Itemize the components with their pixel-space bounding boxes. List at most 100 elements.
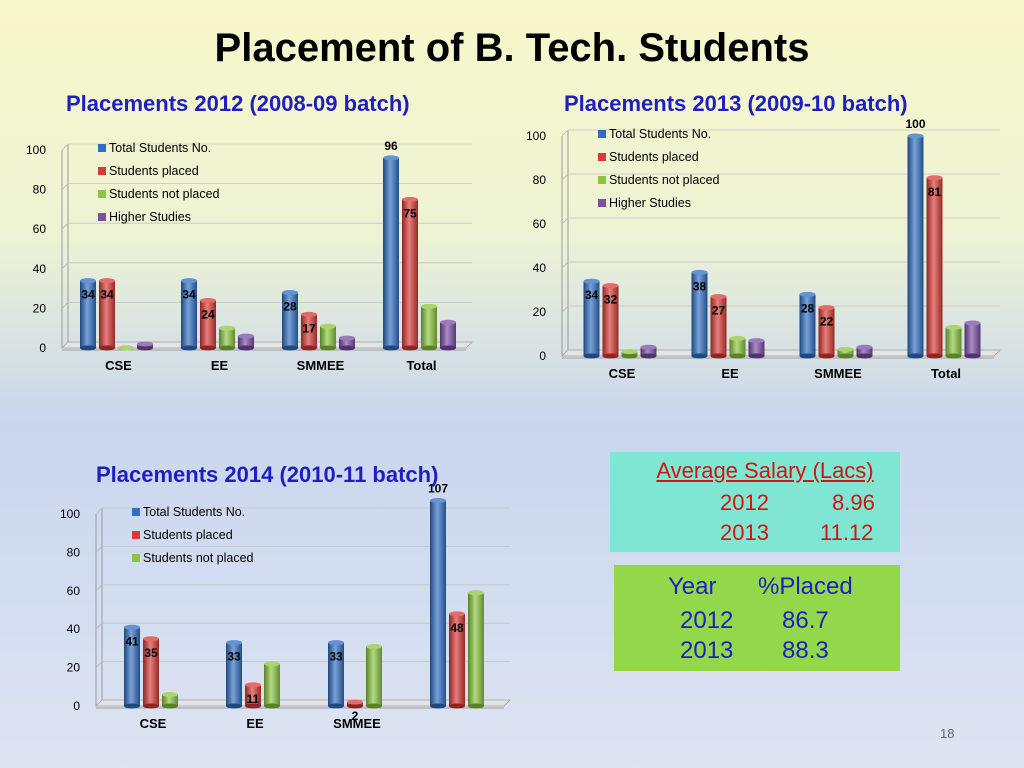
bar-total-total	[383, 155, 399, 351]
bar-smmee-placed	[301, 311, 317, 351]
bar-smmee-total	[282, 290, 298, 351]
y-tick-label: 60	[533, 217, 547, 231]
slide-title: Placement of B. Tech. Students	[214, 26, 810, 70]
data-label: 22	[820, 315, 834, 329]
bar-cat3-placed	[449, 611, 465, 709]
data-label: 38	[693, 279, 707, 293]
bar-ee-total	[181, 278, 197, 351]
salary-value-2012: 8.96	[832, 490, 875, 515]
legend-entry: Higher Studies	[109, 210, 191, 224]
bar-ee-total	[226, 640, 242, 709]
y-tick-label: 60	[33, 222, 47, 236]
x-tick-label: SMMEE	[297, 358, 345, 373]
legend-swatch	[598, 153, 606, 161]
y-tick-label: 80	[33, 183, 47, 197]
legend-entry: Total Students No.	[609, 127, 711, 141]
bar-cse-placed	[143, 636, 159, 709]
bar-ee-higher	[748, 338, 765, 359]
bar-ee-not_placed	[729, 335, 746, 359]
legend-swatch	[98, 167, 106, 175]
x-tick-label: Total	[931, 366, 961, 381]
bar-cse-not_placed	[621, 349, 638, 359]
legend-entry: Students not placed	[609, 173, 720, 187]
placed-header-year: Year	[668, 573, 717, 600]
bar-cse-total	[80, 278, 96, 351]
bar-smmee-not_placed	[320, 323, 336, 351]
data-label: 2	[352, 709, 359, 723]
placed-value-2012: 86.7	[782, 607, 829, 634]
y-tick-label: 40	[33, 262, 47, 276]
placed-header-percent: %Placed	[758, 573, 853, 600]
salary-year-2013: 2013	[720, 520, 769, 545]
bar-ee-placed	[200, 297, 216, 351]
y-tick-label: 100	[526, 129, 546, 143]
salary-year-2012: 2012	[720, 490, 769, 515]
chart-2012: 0 20 40 60 80 100 34 34 28 96 34 24 17 75 CSE EE SMMEE To…	[26, 139, 473, 373]
x-tick-label: EE	[211, 358, 229, 373]
data-label: 34	[585, 288, 599, 302]
legend-swatch	[132, 554, 140, 562]
y-tick-label: 0	[539, 349, 546, 363]
bar-smmee-not_placed	[837, 346, 854, 359]
y-tick-label: 20	[33, 301, 47, 315]
bar-cse-total	[124, 624, 140, 709]
bar-total-placed	[926, 175, 943, 359]
legend-entry: Students placed	[109, 164, 199, 178]
data-label: 75	[403, 207, 417, 221]
data-label: 100	[905, 117, 925, 131]
y-tick-label: 0	[39, 341, 46, 355]
bar-ee-not_placed	[219, 325, 235, 351]
data-label: 33	[227, 650, 241, 664]
placed-value-2013: 88.3	[782, 637, 829, 664]
y-tick-label: 100	[60, 507, 80, 521]
legend-entry: Total Students No.	[109, 141, 211, 155]
bar-cse-higher	[137, 341, 153, 351]
data-label: 34	[81, 288, 95, 302]
bar-cse-higher	[640, 344, 657, 359]
placed-year-2013: 2013	[680, 637, 734, 664]
legend-entry: Total Students No.	[143, 505, 245, 519]
x-tick-label: SMMEE	[814, 366, 862, 381]
bar-smmee-higher	[856, 344, 873, 359]
slide-number: 18	[940, 726, 955, 741]
data-label: 28	[283, 300, 297, 314]
salary-value-2013: 11.12	[820, 520, 874, 545]
data-label: 24	[201, 307, 215, 321]
bar-cse-placed	[99, 278, 115, 351]
x-tick-label: EE	[246, 716, 264, 731]
bar-smmee-placed	[818, 305, 835, 359]
legend-entry: Students not placed	[143, 551, 254, 565]
legend-swatch	[598, 130, 606, 138]
legend-swatch	[132, 508, 140, 516]
bar-smmee-total	[328, 640, 344, 709]
data-label: 96	[384, 139, 398, 153]
legend-entry: Students placed	[143, 528, 233, 542]
chart-title-2014: Placements 2014 (2010-11 batch)	[96, 462, 439, 487]
data-label: 41	[125, 634, 139, 648]
data-label: 34	[182, 288, 196, 302]
y-tick-label: 20	[533, 305, 547, 319]
bar-ee-total	[691, 269, 708, 359]
y-tick-label: 40	[67, 622, 81, 636]
bar-ee-not_placed	[264, 661, 280, 709]
average-salary-title: Average Salary (Lacs)	[656, 458, 874, 483]
bar-total-total	[907, 133, 924, 359]
bar-cse-not_placed	[162, 691, 178, 709]
x-tick-label: CSE	[105, 358, 132, 373]
x-tick-label: EE	[721, 366, 739, 381]
legend-swatch	[132, 531, 140, 539]
chart-title-2012: Placements 2012 (2008-09 batch)	[66, 91, 410, 116]
bar-smmee-not_placed	[366, 643, 382, 709]
data-label: 32	[604, 293, 618, 307]
bar-cse-placed	[602, 283, 619, 359]
bar-cse-not_placed	[118, 345, 134, 351]
chart-2014: 0 20 40 60 80 100 41 33 33 107 35 11 2 48 CSE EE SMMEE To…	[60, 482, 511, 731]
y-tick-label: 20	[67, 661, 81, 675]
bar-cat3-total	[430, 498, 446, 709]
y-tick-label: 40	[533, 261, 547, 275]
bar-smmee-higher	[339, 335, 355, 351]
x-tick-label: Total	[406, 358, 436, 373]
data-label: 11	[247, 692, 260, 706]
data-label: 81	[928, 185, 942, 199]
legend-swatch	[598, 199, 606, 207]
